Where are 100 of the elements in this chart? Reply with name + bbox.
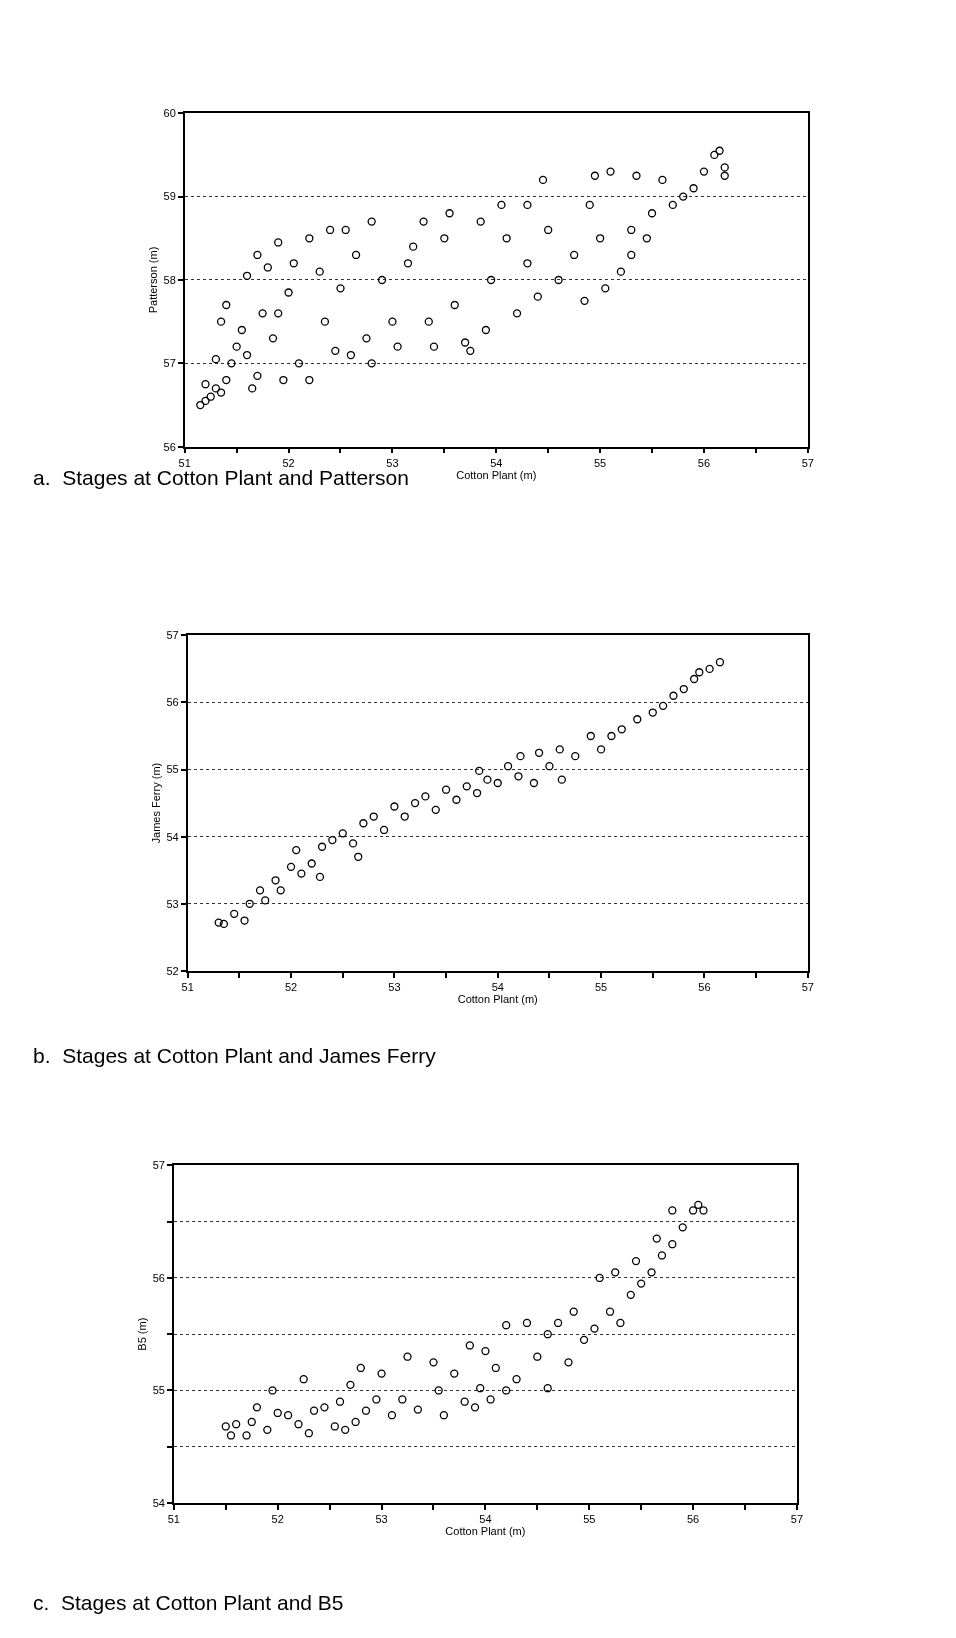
y-tick-label: 55 (166, 763, 179, 776)
x-axis-title: Cotton Plant (m) (445, 1524, 526, 1537)
x-tick-label: 51 (178, 456, 191, 469)
y-tick-label: 57 (152, 1159, 165, 1172)
point (679, 684, 688, 694)
x-tick-label: 55 (583, 1512, 596, 1525)
x-tick-label: 54 (491, 980, 504, 993)
point (607, 731, 616, 741)
x-tick-label: 56 (697, 456, 711, 469)
point (557, 775, 566, 784)
y-axis-title: Patterson (m) (146, 246, 159, 314)
point (230, 909, 239, 918)
x-tick-label: 57 (790, 1512, 804, 1525)
point (658, 701, 668, 710)
text: b. Stages at Cotton Plant and James Ferry (33, 1044, 437, 1067)
x-tick-label: 53 (386, 456, 399, 469)
y-axis-title: James Ferry (m) (149, 762, 162, 844)
y-tick-label: 59 (163, 190, 176, 203)
point (452, 795, 461, 804)
point (545, 762, 554, 771)
point (219, 919, 229, 929)
y-tick-label: 54 (152, 1496, 165, 1509)
y-tick-label: 56 (163, 440, 176, 453)
point (359, 819, 368, 828)
point (705, 664, 714, 674)
point (483, 775, 492, 784)
point (421, 792, 430, 801)
x-tick-label: 56 (698, 980, 711, 993)
y-axis-title: B5 (m) (135, 1317, 148, 1351)
x-tick-label: 56 (686, 1512, 700, 1525)
point (369, 812, 378, 821)
point (695, 668, 704, 677)
point (633, 715, 642, 724)
point (586, 731, 595, 741)
y-tick-label: 58 (163, 273, 176, 286)
point (555, 745, 564, 754)
point (328, 835, 337, 845)
point (292, 845, 301, 855)
x-tick-label: 52 (284, 980, 298, 993)
point (379, 825, 389, 835)
point (472, 788, 482, 798)
point (529, 778, 539, 788)
x-tick-label: 52 (271, 1512, 284, 1525)
x-tick-label: 51 (167, 1512, 180, 1525)
x-tick-label: 55 (594, 980, 608, 993)
y-tick-label: 56 (166, 696, 179, 709)
x-tick-label: 54 (490, 456, 503, 469)
point (410, 798, 420, 808)
point (286, 862, 296, 872)
point (348, 839, 358, 848)
y-tick-label: 53 (166, 897, 179, 910)
point (516, 752, 525, 761)
point (431, 805, 440, 814)
point (571, 752, 580, 761)
point (315, 872, 325, 882)
y-tick-label: 52 (166, 964, 179, 977)
y-tick-label: 57 (163, 357, 176, 370)
x-tick-label: 57 (801, 456, 814, 469)
x-tick-label: 57 (801, 980, 814, 993)
point (441, 785, 451, 794)
point (297, 869, 306, 878)
point (271, 876, 280, 885)
point (245, 899, 254, 908)
point (462, 782, 471, 791)
point (689, 674, 699, 684)
point (338, 829, 347, 838)
point (214, 918, 223, 927)
x-tick-label: 51 (181, 980, 194, 993)
point (596, 745, 606, 754)
point (255, 886, 265, 895)
point (276, 886, 285, 895)
y-tick-label: 55 (152, 1384, 165, 1397)
x-tick-label: 52 (282, 456, 295, 469)
point (475, 766, 484, 776)
point (648, 708, 657, 717)
point (317, 842, 327, 851)
y-tick-label: 57 (166, 629, 179, 642)
point (493, 778, 502, 788)
point (261, 896, 270, 905)
point (503, 762, 513, 771)
text: c. Stages at Cotton Plant and B5 (33, 1591, 344, 1614)
point (534, 748, 544, 757)
y-tick-label: 56 (152, 1271, 165, 1284)
x-tick-label: 53 (375, 1512, 388, 1525)
point (390, 802, 399, 811)
point (617, 725, 626, 734)
point (715, 658, 725, 667)
point (307, 859, 316, 868)
x-tick-label: 54 (479, 1512, 492, 1525)
point (400, 812, 409, 821)
point (514, 772, 523, 781)
point (669, 691, 678, 700)
y-tick-label: 60 (163, 107, 176, 120)
point (354, 852, 363, 861)
x-tick-label: 55 (593, 456, 607, 469)
x-axis-title: Cotton Plant (m) (457, 992, 538, 1005)
x-tick-label: 53 (388, 980, 401, 993)
text: a. Stages at Cotton Plant and Patterson (33, 466, 409, 489)
x-axis-title: Cotton Plant (m) (456, 468, 537, 481)
y-tick-label: 54 (166, 830, 179, 843)
